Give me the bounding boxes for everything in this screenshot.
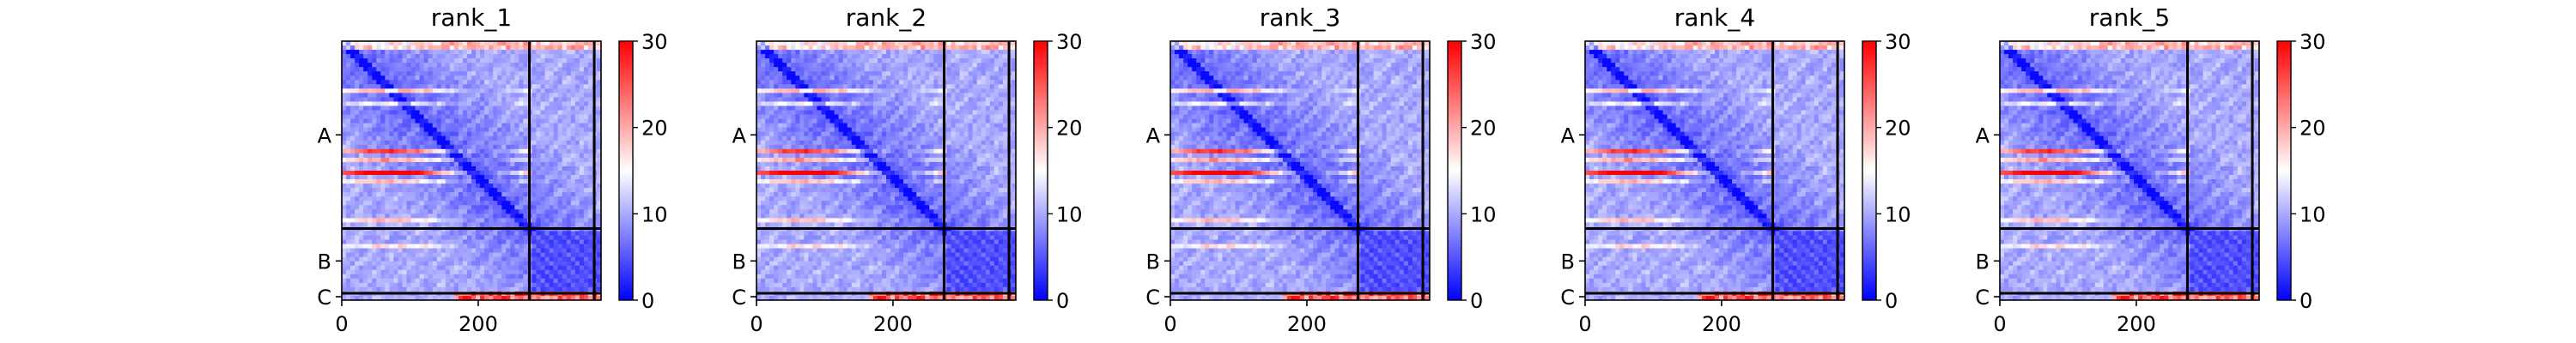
- chain-label-B: B: [1561, 250, 1575, 274]
- x-tick-label: 0: [1578, 312, 1591, 336]
- chain-label-C: C: [732, 286, 746, 310]
- chain-label-B: B: [1146, 250, 1160, 274]
- colorbar-frame: [2276, 40, 2292, 301]
- chain-label-C: C: [317, 286, 331, 310]
- colorbar: [2277, 41, 2291, 300]
- colorbar-tick-label: 10: [1470, 202, 1497, 226]
- chain-label-A: A: [732, 123, 747, 147]
- heatmap-cells: [1585, 41, 1845, 301]
- colorbar-tick-label: 20: [2300, 117, 2326, 141]
- panel-title: rank_1: [431, 3, 512, 32]
- x-tick-label: 200: [459, 312, 498, 336]
- chain-label-A: A: [318, 123, 332, 147]
- heatmap-cells: [342, 41, 602, 301]
- heatmap-cells: [756, 41, 1017, 301]
- chain-label-B: B: [318, 250, 331, 274]
- colorbar: [1448, 41, 1461, 300]
- colorbar-tick-label: 10: [2300, 202, 2326, 226]
- plot-frame: [1999, 40, 2260, 301]
- x-tick-label: 200: [1702, 312, 1741, 336]
- chain-label-C: C: [1560, 286, 1575, 310]
- colorbar-tick-label: 30: [1885, 30, 1911, 54]
- colorbar-tick-label: 0: [2300, 289, 2312, 313]
- chain-label-A: A: [1561, 123, 1576, 147]
- chain-label-B: B: [1976, 250, 1990, 274]
- chain-label-A: A: [1976, 123, 1990, 147]
- colorbar-tick-label: 30: [2300, 30, 2326, 54]
- colorbar: [619, 41, 633, 300]
- chain-label-A: A: [1146, 123, 1161, 147]
- x-tick-label: 0: [750, 312, 762, 336]
- colorbar: [1034, 41, 1048, 300]
- colorbar-tick-label: 20: [1470, 117, 1497, 141]
- colorbar: [1862, 41, 1876, 300]
- panel-title: rank_2: [846, 3, 927, 32]
- plot-frame: [756, 40, 1017, 301]
- x-tick-label: 200: [1287, 312, 1327, 336]
- plot-frame: [1584, 40, 1845, 301]
- heatmap-cells: [2000, 41, 2260, 301]
- colorbar-tick-label: 10: [1885, 202, 1911, 226]
- colorbar-tick-label: 10: [1056, 202, 1083, 226]
- colorbar-tick-label: 0: [1885, 289, 1898, 313]
- colorbar-tick-label: 0: [1470, 289, 1483, 313]
- panel-title: rank_3: [1260, 3, 1340, 32]
- colorbar-frame: [618, 40, 634, 301]
- colorbar-tick-label: 20: [641, 117, 668, 141]
- x-tick-label: 0: [1993, 312, 2006, 336]
- heatmap-cells: [1170, 41, 1431, 301]
- x-tick-label: 200: [873, 312, 913, 336]
- colorbar-frame: [1447, 40, 1462, 301]
- colorbar-tick-label: 20: [1885, 117, 1911, 141]
- colorbar-tick-label: 30: [1056, 30, 1083, 54]
- x-tick-label: 0: [1163, 312, 1176, 336]
- colorbar-tick-label: 30: [1470, 30, 1497, 54]
- colorbar-frame: [1862, 40, 1877, 301]
- panel-title: rank_4: [1674, 3, 1755, 32]
- chain-label-C: C: [1975, 286, 1990, 310]
- colorbar-tick-label: 0: [1056, 289, 1069, 313]
- plot-frame: [341, 40, 602, 301]
- chain-label-B: B: [732, 250, 746, 274]
- x-tick-label: 200: [2117, 312, 2156, 336]
- colorbar-tick-label: 10: [641, 202, 668, 226]
- colorbar-frame: [1033, 40, 1048, 301]
- chain-label-C: C: [1145, 286, 1160, 310]
- colorbar-tick-label: 30: [641, 30, 668, 54]
- plot-frame: [1170, 40, 1431, 301]
- colorbar-tick-label: 0: [641, 289, 654, 313]
- colorbar-tick-label: 20: [1056, 117, 1083, 141]
- panel-title: rank_5: [2089, 3, 2170, 32]
- x-tick-label: 0: [335, 312, 348, 336]
